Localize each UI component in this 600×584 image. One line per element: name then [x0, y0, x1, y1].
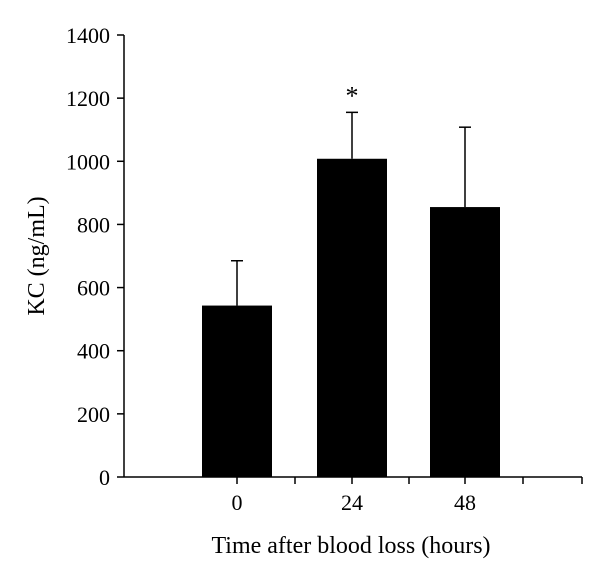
error-bars: [231, 111, 471, 306]
y-tick-label: 600: [77, 276, 110, 301]
x-axis-ticks: 0 24 48: [232, 477, 583, 515]
y-tick-label: 800: [77, 212, 110, 237]
significance-marker: *: [346, 81, 359, 110]
error-bar: [231, 259, 243, 306]
y-tick-label: 1000: [66, 149, 110, 174]
x-tick-label: 24: [341, 490, 363, 515]
y-axis-title: KC (ng/mL): [24, 196, 50, 315]
bar: [430, 207, 500, 478]
x-axis-title: Time after blood loss (hours): [211, 533, 490, 559]
y-tick-label: 1400: [66, 23, 110, 48]
y-axis-ticks: 0 200 400 600 800 1000 1200 1400: [66, 23, 124, 490]
y-tick-label: 0: [99, 465, 110, 490]
x-tick-label: 0: [232, 490, 243, 515]
bar: [317, 158, 387, 477]
error-bar: [459, 126, 471, 208]
y-tick-label: 200: [77, 402, 110, 427]
annotations: *: [346, 81, 359, 110]
x-tick-label: 48: [454, 490, 476, 515]
bar: [202, 305, 272, 477]
error-bar: [346, 111, 358, 159]
y-tick-label: 1200: [66, 86, 110, 111]
bars: [202, 158, 500, 478]
y-tick-label: 400: [77, 339, 110, 364]
